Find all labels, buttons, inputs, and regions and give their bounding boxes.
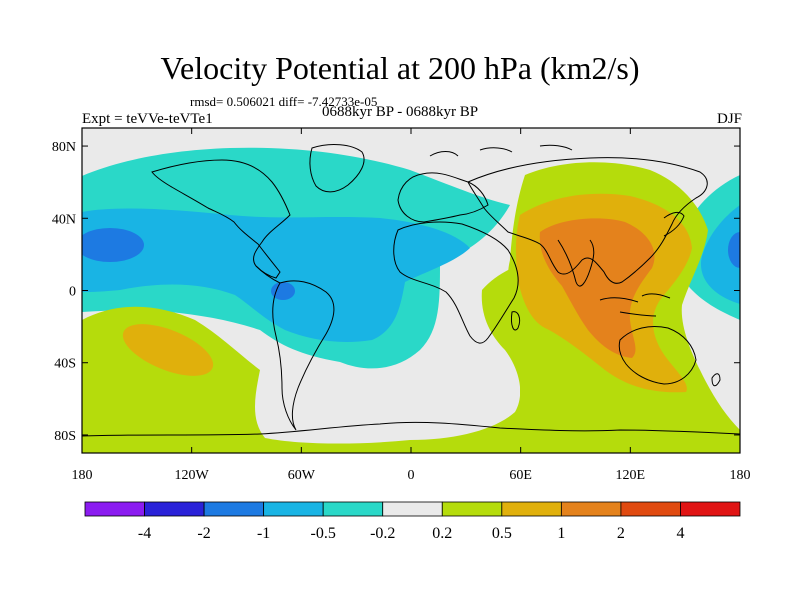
field-neg-mid-west: [82, 208, 470, 342]
colorbar-swatch: [441, 501, 503, 517]
colorbar-label: -4: [138, 525, 151, 542]
field-neg-strong-pacific: [82, 228, 144, 262]
colorbar-swatch: [322, 501, 384, 517]
y-tick-label: 0: [69, 285, 76, 300]
x-tick-label: 180: [72, 468, 93, 483]
colorbar-label: 2: [617, 525, 625, 542]
field-neg-strong-east: [728, 232, 740, 268]
y-tick-label: 80S: [54, 429, 76, 444]
colorbar-label: -2: [197, 525, 210, 542]
coast-greenland: [309, 144, 365, 193]
colorbar-label: 0.2: [432, 525, 452, 542]
coast-south-america: [272, 280, 335, 431]
x-tick-label: 120E: [616, 468, 646, 483]
x-tick-label: 0: [408, 468, 415, 483]
coast-arctic-islands: [429, 144, 573, 157]
field-pos-weak-south: [82, 262, 552, 453]
period-label: 0688kyr BP - 0688kyr BP: [322, 104, 479, 120]
colorbar-label: 0.5: [492, 525, 512, 542]
x-tick-label: 60E: [509, 468, 532, 483]
chart-title: Velocity Potential at 200 hPa (km2/s): [160, 50, 640, 86]
y-tick-label: 40S: [54, 357, 76, 372]
coast-europe: [397, 172, 489, 223]
y-tick-label: 40N: [52, 212, 76, 227]
colorbar-label: -0.2: [370, 525, 395, 542]
field-neg-mid-east: [700, 205, 740, 304]
axes: 180 120W 60W 0 60E 120E 180 80N 40N 0 40S 80S: [52, 128, 751, 483]
x-tick-label: 120W: [175, 468, 210, 483]
stats-text: rmsd= 0.506021 diff= -7.42733e-05: [190, 94, 378, 109]
colorbar-label: -1: [257, 525, 270, 542]
field-neg-strong-amazon: [271, 282, 295, 300]
coast-africa: [393, 221, 519, 344]
velocity-potential-field: [82, 128, 740, 453]
coast-japan: [663, 211, 685, 237]
field-pos-strong-asia: [539, 218, 655, 358]
colorbar-swatch: [144, 501, 205, 517]
experiment-label: Expt = teVVe-teVTe1: [82, 111, 213, 127]
colorbar-swatch: [680, 501, 741, 517]
coast-antarctica: [82, 421, 740, 437]
colorbar-label: 4: [676, 525, 684, 542]
coast-central-america: [255, 265, 281, 284]
colorbar-swatch: [501, 501, 562, 517]
colorbar-swatch: [84, 501, 145, 517]
colorbar-label: -0.5: [311, 525, 336, 542]
x-tick-label: 180: [730, 468, 751, 483]
field-pos-mid-southpacific: [122, 324, 214, 376]
colorbar-swatch: [203, 501, 265, 517]
y-tick-label: 80N: [52, 140, 76, 155]
colorbar-swatch: [560, 501, 622, 517]
coast-asia: [467, 157, 708, 284]
colorbar-label: 1: [557, 525, 565, 542]
coast-indonesia: [599, 293, 671, 317]
season-label: DJF: [716, 111, 742, 127]
coast-new-zealand: [711, 373, 721, 387]
x-tick-label: 60W: [288, 468, 316, 483]
coastlines: [82, 144, 740, 437]
colorbar-swatch: [263, 501, 324, 517]
coast-australia: [618, 326, 697, 385]
colorbar-swatch: [620, 501, 681, 517]
coast-india: [557, 239, 595, 287]
coast-madagascar: [511, 311, 521, 331]
colorbar: -4 -2 -1 -0.5 -0.2 0.2 0.5 1 2 4: [84, 501, 741, 542]
colorbar-swatch: [382, 501, 443, 517]
